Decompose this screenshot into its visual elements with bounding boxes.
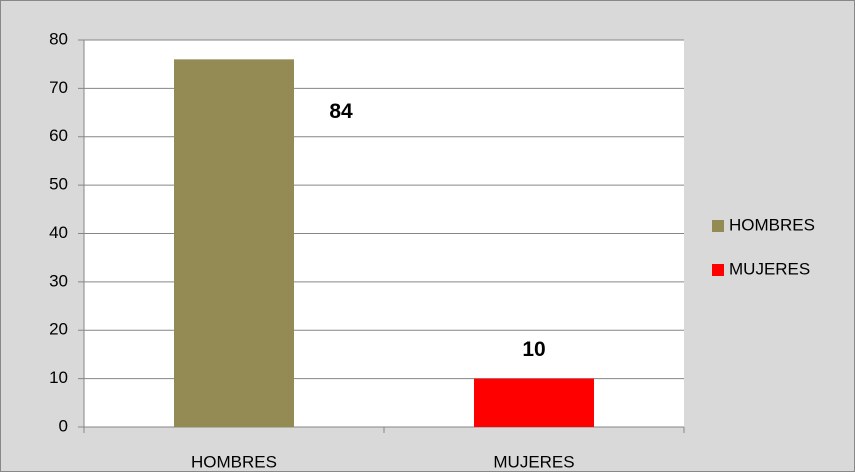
legend-swatch [712, 220, 724, 232]
bar [474, 378, 594, 427]
y-tick-label: 0 [59, 416, 68, 435]
legend-swatch [712, 264, 724, 276]
x-tick-label: MUJERES [493, 452, 574, 471]
y-tick-label: 30 [49, 271, 68, 290]
y-tick-label: 20 [49, 320, 68, 339]
legend-label: HOMBRES [729, 215, 815, 234]
y-tick-label: 10 [49, 368, 68, 387]
y-tick-label: 60 [49, 126, 68, 145]
y-tick-label: 50 [49, 175, 68, 194]
y-tick-label: 80 [49, 29, 68, 48]
annotation: 84 [329, 100, 353, 123]
y-tick-label: 40 [49, 223, 68, 242]
legend-label: MUJERES [729, 259, 810, 278]
x-tick-label: HOMBRES [191, 452, 277, 471]
y-tick-label: 70 [49, 78, 68, 97]
annotation: 10 [522, 338, 545, 361]
bar [174, 59, 294, 427]
